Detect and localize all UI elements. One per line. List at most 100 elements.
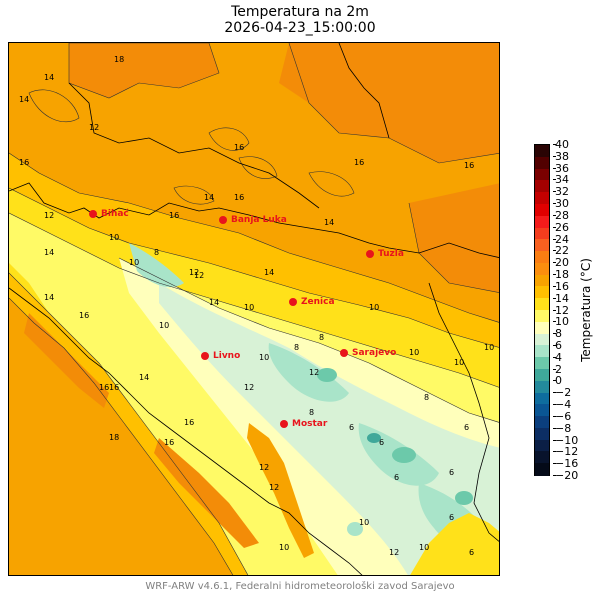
colorbar-segment: [535, 286, 549, 299]
city-dot: [219, 216, 227, 224]
colorbar-label: Temperatura (°C): [579, 258, 593, 362]
isotherm-value: 16: [464, 161, 475, 170]
isotherm-value: 6: [464, 423, 470, 432]
colorbar-tick-label: −8: [552, 421, 572, 435]
colorbar-tick-label: 14: [553, 291, 569, 305]
zone-6-8: [159, 283, 499, 575]
isotherm-value: 16: [354, 158, 365, 167]
city-dot: [289, 298, 297, 306]
isotherm-value: 8: [309, 408, 315, 417]
cold-spot-f: [347, 522, 363, 536]
isotherm-value: 10: [259, 353, 270, 362]
colorbar-tick-label: −20: [552, 469, 579, 482]
isotherm-value: 14: [44, 73, 55, 82]
zone-coast-warm-b: [154, 438, 259, 548]
colorbar-tick-label: 40: [553, 138, 569, 151]
isotherm-value: 6: [394, 473, 400, 482]
colorbar-tick-label: 2: [553, 362, 562, 376]
colorbar-segment: [535, 180, 549, 193]
isotherm-value: 6: [349, 423, 355, 432]
isotherm-value: 14: [324, 218, 335, 227]
map-timestamp: 2026-04-23_15:00:00: [224, 20, 376, 36]
colorbar-segment: [535, 251, 549, 264]
colorbar-segment: [535, 463, 549, 476]
zone-neretva: [247, 423, 314, 558]
colorbar-tick-label: 36: [553, 161, 569, 175]
colorbar-tick-label: 10: [553, 315, 569, 329]
city-dot: [366, 250, 374, 258]
colorbar-segment: [535, 321, 549, 335]
isotherm-value: 14: [44, 293, 55, 302]
temperature-map: Bihać Banja Luka Tuzla Zenica Sarajevo L…: [8, 42, 500, 576]
cold-spot-a: [317, 368, 337, 382]
country-borders: [9, 43, 499, 575]
colorbar-segment: [535, 215, 549, 229]
isotherm-value: 12: [244, 383, 255, 392]
isotherm-value: 10: [369, 303, 380, 312]
colorbar-tick-label: 16: [553, 279, 569, 293]
colorbar-tick-label: 0: [553, 374, 562, 388]
colorbar-tick-label: 24: [553, 232, 569, 246]
isotherm-value: 10: [419, 543, 430, 552]
isotherm-value: 8: [424, 393, 430, 402]
isotherm-value: 10: [279, 543, 290, 552]
colorbar-tick-label: 12: [553, 303, 569, 317]
isotherm-value: 12: [269, 483, 280, 492]
zone-4-6-a: [268, 343, 349, 402]
isotherm-value: 6: [449, 468, 455, 477]
city-dot: [280, 420, 288, 428]
colorbar-tick-label: −6: [552, 409, 572, 423]
isotherm-value: 16: [79, 311, 90, 320]
isotherm-value: 16: [234, 193, 245, 202]
isotherm-value: 14: [139, 373, 150, 382]
colorbar-segment: [535, 380, 549, 394]
colorbar-tick-label: 20: [553, 256, 569, 270]
colorbar-tick-label: 32: [553, 185, 569, 199]
colorbar-segment: [535, 239, 549, 252]
isotherm-value: 14: [19, 95, 30, 104]
isotherm-value: 10: [129, 258, 140, 267]
colorbar-tick-label: −10: [552, 433, 579, 447]
colorbar-segment: [535, 168, 549, 181]
map-title: Temperatura na 2m: [231, 4, 369, 20]
colorbar-segment: [535, 357, 549, 370]
isotherm-value: 12: [389, 548, 400, 557]
zone-coast-warm-a: [24, 313, 109, 408]
zone-southeast: [410, 513, 499, 575]
isotherm-value: 16: [99, 383, 110, 392]
colorbar-tick-label: 22: [553, 244, 569, 258]
isotherm-value: 14: [264, 268, 275, 277]
city-label: Tuzla: [378, 249, 404, 259]
isotherm-value: 12: [194, 271, 205, 280]
colorbar-tick-label: 4: [553, 350, 562, 364]
city-label: Bihać: [101, 209, 129, 219]
city-dot: [89, 210, 97, 218]
isotherm-value: 10: [244, 303, 255, 312]
isotherm-value: 12: [44, 211, 55, 220]
city-dot: [201, 352, 209, 360]
footer-credit: WRF-ARW v4.6.1, Federalni hidrometeorolo…: [145, 581, 455, 592]
colorbar-ticks: 40 38 36 34 32 30 28 26 24 22 20 18 16 14 12 10 8 6 4 2 0 −2−…: [551, 139, 591, 481]
colorbar-tick-label: 28: [553, 208, 569, 222]
colorbar-segment: [535, 262, 549, 276]
isotherm-value: 18: [114, 55, 125, 64]
isotherm-value: 6: [449, 513, 455, 522]
isotherm-value: 6: [469, 548, 475, 557]
colorbar-segment: [535, 298, 549, 311]
isotherm-value: 6: [379, 438, 385, 447]
isotherm-value: 10: [159, 321, 170, 330]
colorbar-tick-label: −2: [552, 386, 572, 400]
isotherm-value: 10: [484, 343, 495, 352]
colorbar-tick-label: 18: [553, 268, 569, 282]
colorbar-segment: [535, 310, 549, 323]
colorbar-segment: [535, 274, 549, 288]
colorbar-tick-label: 34: [553, 173, 569, 187]
zone-warm-north: [69, 43, 219, 98]
colorbar-segment: [535, 451, 549, 464]
isotherm-value: 10: [454, 358, 465, 367]
colorbar-segment: [535, 227, 549, 240]
isotherm-value: 16: [169, 211, 180, 220]
isotherm-lines: [9, 43, 499, 575]
city-label: Sarajevo: [352, 348, 397, 358]
city-label: Banja Luka: [231, 215, 287, 225]
